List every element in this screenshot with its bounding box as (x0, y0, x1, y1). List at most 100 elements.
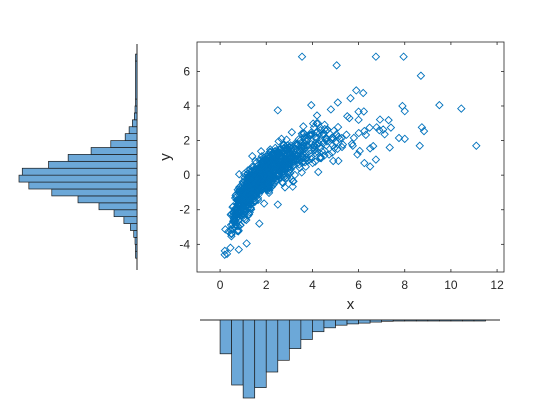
scatter-point (236, 220, 245, 230)
scatter-point (251, 179, 260, 188)
scatter-point (322, 135, 331, 144)
scatter-axes-frame (196, 41, 505, 273)
scatter-point (305, 149, 315, 158)
x-tick-label: 8 (401, 278, 408, 292)
scatter-point (307, 154, 316, 164)
scatter-point (289, 160, 299, 170)
scatter-point (384, 115, 393, 125)
scatter-point (380, 130, 389, 139)
scatter-point (309, 123, 319, 132)
y-hist-bar (130, 223, 138, 231)
x-hist-bar (462, 319, 475, 322)
scatter-point (262, 163, 271, 172)
scatter-point (267, 173, 276, 183)
x-hist-bar (277, 319, 290, 361)
scatter-point (375, 125, 384, 135)
y-hist-bar (133, 230, 138, 238)
scatter-point (282, 153, 292, 163)
x-hist-bar (392, 319, 406, 322)
scatter-point (371, 52, 381, 61)
scatter-point (239, 194, 249, 203)
scatter-point (231, 192, 241, 202)
x-tick-label: 4 (309, 278, 316, 292)
scatter-point (297, 52, 307, 61)
scatter-point (233, 197, 243, 206)
scatter-point (259, 199, 269, 208)
scatter-point (271, 167, 280, 176)
scatter-point (288, 182, 297, 191)
y-hist-bar (98, 202, 138, 211)
scatter-point (300, 135, 310, 145)
scatter-point (230, 211, 240, 220)
scatter-point (243, 169, 253, 178)
scatter-point (358, 88, 368, 98)
scatter-point (293, 146, 302, 156)
scatter-point (328, 156, 338, 166)
y-hist-bar (134, 112, 138, 121)
scatter-point (368, 141, 378, 151)
scatter-point (312, 111, 322, 120)
y-hist-bar (110, 140, 138, 148)
x-hist-bar (242, 319, 256, 399)
scatter-point (361, 130, 371, 140)
y-hist-bar (124, 133, 138, 141)
y-hist-bar (135, 250, 138, 259)
scatter-point (278, 178, 288, 188)
scatter-point (226, 243, 235, 253)
y-hist-bar (132, 119, 138, 128)
x-hist-bar (473, 319, 486, 322)
scatter-point (322, 134, 331, 143)
y-tick-label: 6 (183, 64, 190, 78)
scatter-point (230, 216, 239, 226)
x-hist-bar (415, 319, 429, 322)
y-hist-bar (28, 181, 138, 190)
scatter-point (282, 135, 291, 144)
scatter-point (303, 156, 312, 166)
y-tick-label: 4 (183, 99, 190, 113)
scatter-point (347, 139, 357, 149)
scatter-point (346, 93, 355, 103)
scatter-point (220, 250, 229, 259)
scatter-point (360, 158, 369, 168)
scatter-point (237, 187, 247, 196)
scatter-point (328, 140, 337, 150)
x-hist-bar (404, 319, 417, 322)
x-hist-bar (450, 319, 463, 322)
scatter-point (320, 120, 329, 130)
y-hist-bar (77, 195, 138, 204)
scatter-point (354, 128, 363, 138)
scatter-point (259, 155, 269, 164)
y-hist-bar (67, 154, 138, 162)
scatter-point (258, 184, 268, 194)
scatter-point (274, 169, 284, 179)
y-hist-bar (21, 167, 138, 176)
scatter-point (360, 126, 369, 136)
x-hist-bar (439, 319, 452, 322)
scatter-point (251, 181, 260, 190)
scatter-point (300, 204, 309, 214)
scatter-point (359, 107, 369, 116)
scatter-point (255, 167, 265, 176)
scatter-point (251, 165, 260, 174)
x-marginal-histogram (200, 319, 500, 399)
x-tick-label: 2 (263, 278, 270, 292)
scatter-point (348, 141, 357, 150)
scatter-point (226, 225, 235, 234)
y-hist-bar (134, 105, 138, 114)
scatter-plot-area (197, 42, 504, 272)
scatter-point (352, 86, 361, 95)
scatter-point (234, 205, 243, 214)
scatter-point (372, 123, 381, 132)
scatter-point (435, 100, 444, 110)
scatter-point (248, 151, 257, 161)
scatter-point (338, 140, 348, 149)
scatter-point (415, 141, 424, 150)
scatter-point (244, 175, 253, 184)
scatter-point (273, 106, 283, 115)
scatter-point (227, 229, 236, 239)
scatter-points (220, 52, 481, 259)
scatter-point (232, 205, 241, 215)
scatter-point (354, 115, 363, 125)
scatter-point (335, 134, 344, 143)
scatter-point (242, 239, 251, 248)
